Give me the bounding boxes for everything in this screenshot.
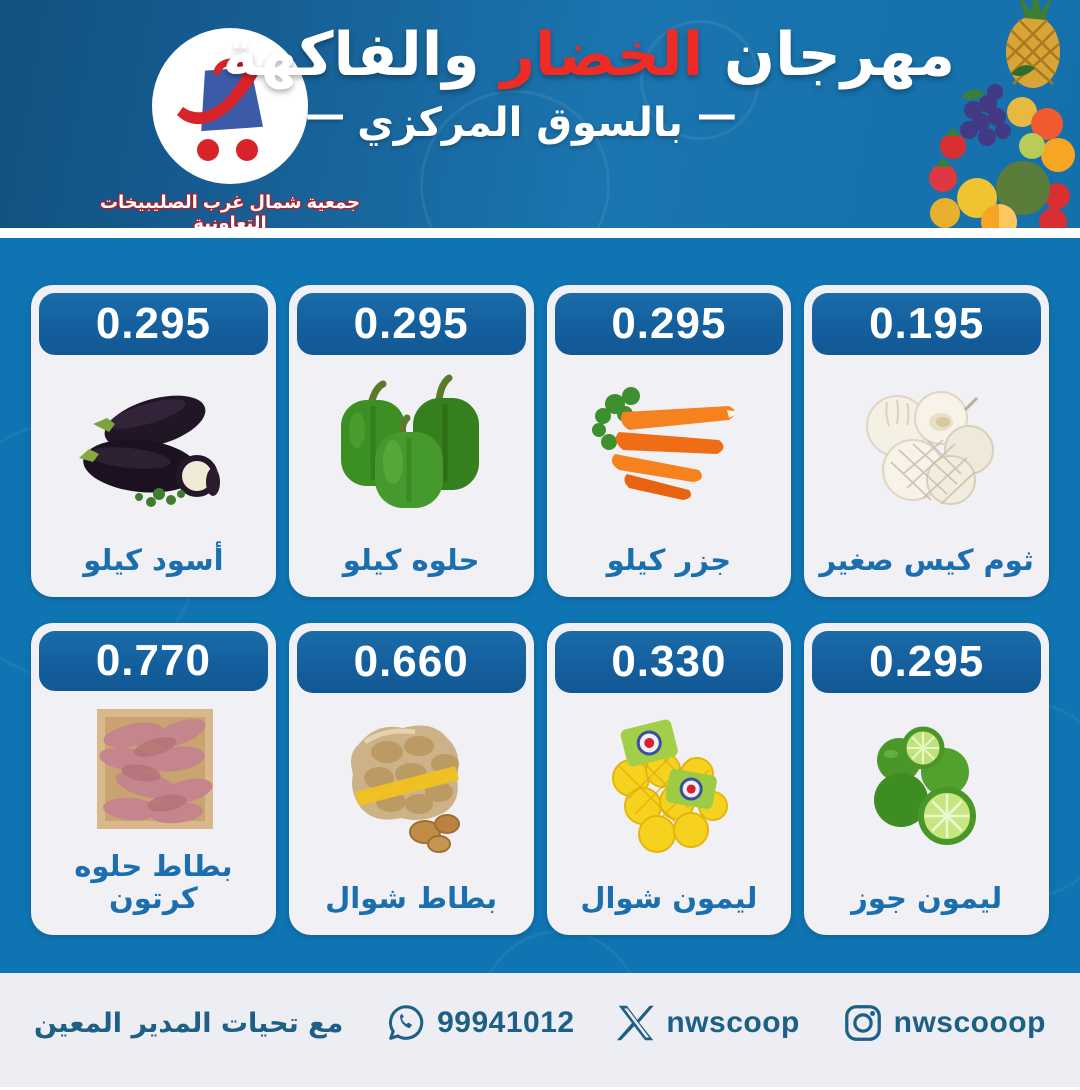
product-name: ليمون شوال xyxy=(580,881,758,916)
price-badge: 0.330 xyxy=(554,631,784,693)
product-name: ثوم كيس صغير xyxy=(819,543,1034,578)
whatsapp-contact[interactable]: 99941012 xyxy=(385,1002,574,1044)
green-pepper-image xyxy=(297,355,526,545)
shopping-cart-logo-icon xyxy=(177,58,264,161)
fruit-pile-image xyxy=(929,0,1075,228)
whatsapp-icon xyxy=(389,1005,424,1040)
product-card-sweet-potato: 0.770 xyxy=(31,623,276,935)
title-word-vegetables: الخضار xyxy=(500,20,704,90)
product-card-green-pepper: 0.295 حلوه كيلو xyxy=(288,285,534,597)
product-name: أسود كيلو xyxy=(83,543,224,578)
title-word-festival: مهرجان xyxy=(703,20,955,90)
eggplant-image xyxy=(39,355,268,545)
product-card-lemon: 0.330 xyxy=(546,623,792,935)
footer-bar: مع تحيات المدير المعين 99941012 nwscoop … xyxy=(0,973,1080,1087)
lemon-sack-image xyxy=(555,693,784,883)
product-card-carrot: 0.295 جزر كيلو xyxy=(546,285,792,597)
sweet-potato-carton-image xyxy=(39,691,268,851)
x-contact[interactable]: nwscoop xyxy=(616,1003,800,1043)
subtitle-dash: — xyxy=(305,92,345,138)
org-name-arabic: جمعية شمال غرب الصليبيخات التعاونية xyxy=(99,192,361,233)
instagram-contact[interactable]: nwscooop xyxy=(842,1002,1046,1044)
header-banner: جمعية شمال غرب الصليبيخات التعاونية N.W.… xyxy=(0,0,1080,238)
title-word-fruits: والفاكهة xyxy=(222,20,501,90)
price-badge: 0.295 xyxy=(39,293,268,355)
instagram-icon xyxy=(844,1005,881,1041)
price-badge: 0.770 xyxy=(39,631,268,692)
product-name: حلوه كيلو xyxy=(342,543,480,578)
subtitle: — بالسوق المركزي — xyxy=(185,92,855,146)
main-title: مهرجان الخضار والفاكهة xyxy=(223,20,955,90)
price-badge: 0.195 xyxy=(812,293,1041,355)
garlic-bag-image xyxy=(812,355,1041,545)
subtitle-dash: — xyxy=(696,92,737,138)
price-badge: 0.660 xyxy=(296,631,526,693)
price-badge: 0.295 xyxy=(554,293,784,355)
instagram-handle[interactable]: nwscooop xyxy=(893,1006,1046,1039)
org-name-english: N.W.SULIBIKHAT CO-OP SOCIETY xyxy=(80,234,380,238)
x-icon xyxy=(617,1005,655,1041)
coop-logo xyxy=(152,28,308,184)
product-name: ليمون جوز xyxy=(851,881,1003,916)
product-card-potato: 0.660 بطاط شوال xyxy=(288,623,534,935)
product-name: بطاط حلوه كرتون xyxy=(74,849,233,916)
header-pattern-circle xyxy=(640,20,760,140)
carrot-image xyxy=(555,355,784,545)
manager-greeting: مع تحيات المدير المعين xyxy=(34,1007,344,1039)
potato-sack-image xyxy=(297,693,526,883)
title-block: مهرجان الخضار والفاكهة — بالسوق المركزي … xyxy=(223,20,955,146)
price-badge: 0.295 xyxy=(812,631,1041,693)
product-name: جزر كيلو xyxy=(606,543,732,578)
coop-logo-block: جمعية شمال غرب الصليبيخات التعاونية N.W.… xyxy=(80,28,380,238)
product-card-lime: 0.295 ليمون جوز xyxy=(804,623,1049,935)
product-name: بطاط شوال xyxy=(325,881,498,916)
x-handle[interactable]: nwscoop xyxy=(666,1006,800,1039)
subtitle-text: بالسوق المركزي xyxy=(357,100,683,146)
price-badge: 0.295 xyxy=(296,293,526,355)
lime-image xyxy=(812,693,1041,883)
product-grid: 0.295 أسود كيلو xyxy=(31,285,1049,935)
product-card-garlic: 0.195 ثوم كيس ص xyxy=(804,285,1049,597)
whatsapp-number[interactable]: 99941012 xyxy=(437,1006,575,1039)
product-card-eggplant: 0.295 أسود كيلو xyxy=(31,285,276,597)
